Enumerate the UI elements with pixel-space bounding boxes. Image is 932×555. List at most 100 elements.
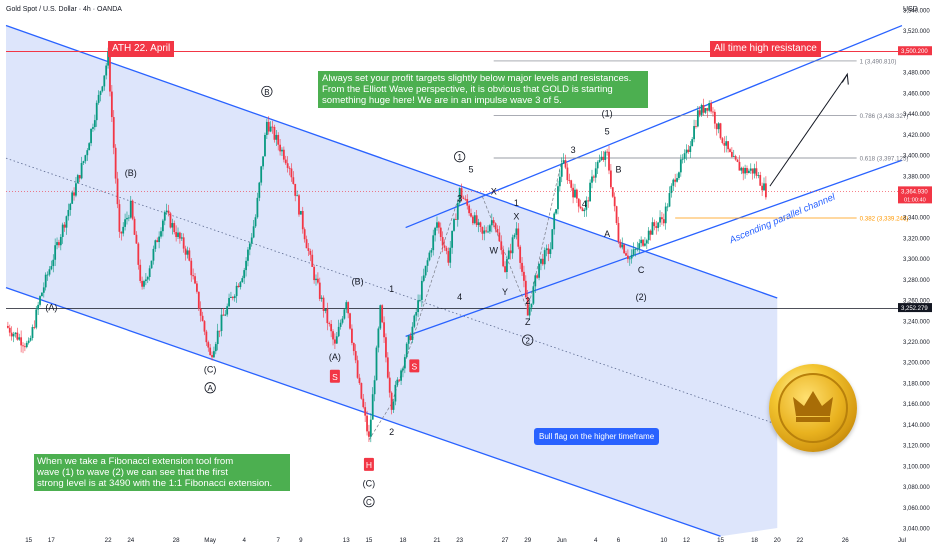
candle-body [192, 275, 195, 277]
x-tick-label: 12 [683, 537, 690, 544]
candle-body [498, 232, 501, 242]
candle-body [411, 326, 414, 340]
candle-body [282, 149, 285, 160]
candle-body [715, 123, 718, 130]
candle-body [213, 351, 215, 358]
candle-body [541, 258, 544, 265]
candle-body [247, 249, 249, 261]
candle-body [721, 138, 724, 143]
candle-body [201, 315, 204, 322]
candle-body [759, 175, 762, 186]
candle-body [579, 206, 582, 209]
candle-body [460, 188, 463, 198]
candle-body [422, 275, 425, 281]
candle-body [385, 337, 387, 358]
fibonacci-note: When we take a Fibonacci extension tool … [34, 454, 290, 492]
candle-body [757, 175, 760, 176]
candle-body [557, 186, 559, 210]
candle-body [75, 183, 77, 196]
candle-body [615, 206, 618, 224]
candle-body [156, 240, 159, 243]
candle-body [42, 287, 45, 293]
candle-body [165, 210, 168, 213]
candle-body [222, 314, 225, 316]
y-tick-label: 3,100.000 [903, 464, 930, 470]
x-tick-label: 6 [617, 537, 621, 544]
wave-circle-mark [363, 496, 375, 508]
candle-body [258, 182, 261, 198]
candle-body [271, 126, 274, 128]
fib-level-label: 1 (3,490.810) [860, 58, 897, 65]
candle-body [662, 219, 665, 224]
candle-body [105, 65, 108, 76]
candle-body [39, 296, 41, 305]
candle-body [458, 188, 461, 203]
candle-body [377, 328, 380, 348]
candle-body [294, 183, 297, 196]
candle-body [250, 237, 253, 244]
candle-body [592, 176, 595, 178]
wave-circle-mark [522, 334, 534, 346]
wave-label: C [366, 498, 372, 507]
candle-body [409, 335, 412, 340]
candle-body [8, 327, 11, 333]
candle-body [581, 208, 584, 212]
descending-channel-lower-line [5, 287, 721, 537]
candle-body [481, 226, 484, 234]
wave-label: 4 [582, 199, 587, 209]
candle-body [135, 234, 138, 244]
candle-body [674, 179, 677, 182]
candle-body [180, 237, 183, 239]
symbol-title[interactable]: Gold Spot / U.S. Dollar · 4h · OANDA [6, 6, 122, 13]
wave-label: A [604, 229, 610, 239]
candle-body [625, 253, 627, 256]
profit-target-note-line: Always set your profit targets slightly … [322, 73, 632, 84]
wave-label: 1 [514, 198, 519, 208]
candle-body [664, 206, 667, 224]
candle-body [368, 431, 370, 437]
y-tick-label: 3,060.000 [903, 506, 930, 512]
candle-body [583, 209, 586, 212]
candle-body [324, 308, 327, 311]
candle-body [320, 297, 323, 299]
candle-body [299, 211, 302, 215]
candle-body [473, 215, 476, 224]
candle-body [305, 239, 308, 249]
y-tick-label: 3,340.000 [903, 216, 930, 222]
y-tick-label: 3,040.000 [903, 527, 930, 533]
candle-body [48, 269, 51, 275]
candle-body [97, 94, 100, 103]
candle-body [260, 166, 263, 183]
candle-body [197, 291, 200, 309]
candle-body [506, 259, 508, 273]
candle-body [553, 213, 556, 230]
candle-body [163, 212, 166, 221]
countdown-label: 01:00:40 [904, 197, 926, 203]
candle-body [507, 250, 510, 260]
candle-body [424, 265, 427, 276]
candle-body [528, 307, 531, 316]
candle-body [704, 108, 707, 113]
candle-body [84, 155, 87, 162]
candle-body [103, 75, 106, 87]
candle-body [388, 377, 391, 393]
bull-flag-callout: Bull flag on the higher timeframe [534, 428, 660, 446]
candle-body [513, 234, 516, 238]
candle-body [678, 172, 680, 179]
candle-body [472, 216, 474, 224]
candle-body [233, 296, 236, 299]
candle-body [239, 282, 242, 288]
candle-body [598, 159, 601, 163]
candle-body [706, 108, 709, 111]
candle-body [555, 209, 557, 214]
candle-body [150, 260, 153, 269]
candle-body [118, 204, 121, 232]
wave-label: B [615, 165, 621, 175]
candle-body [139, 264, 142, 281]
candle-body [736, 159, 739, 162]
candle-body [116, 178, 119, 205]
candle-body [337, 326, 340, 337]
x-tick-label: 7 [276, 537, 280, 544]
candle-body [199, 308, 202, 316]
candle-body [515, 228, 518, 235]
